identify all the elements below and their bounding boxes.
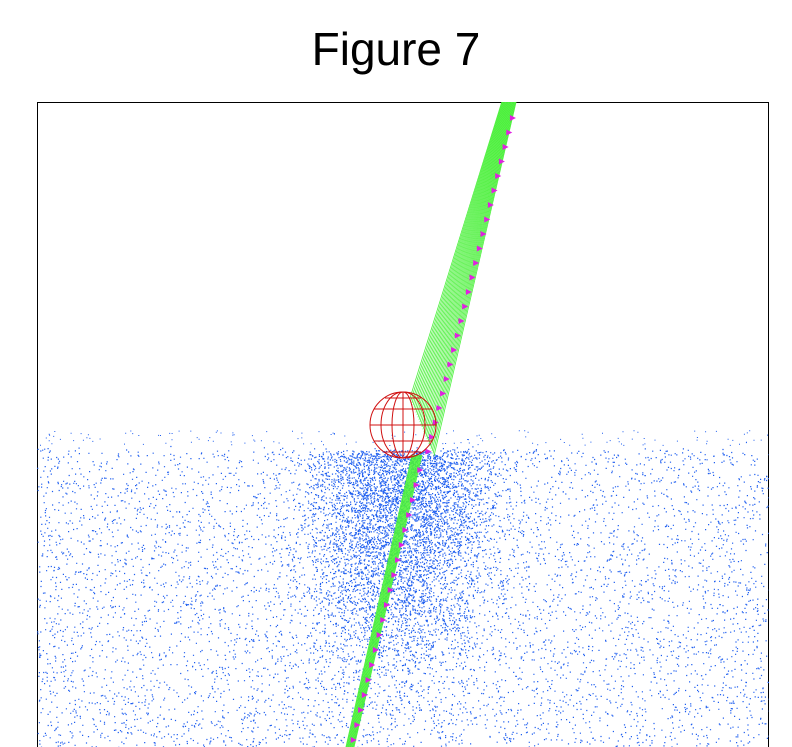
sphere (370, 392, 436, 458)
page: Figure 7 (() => { const data = JSON.pars… (0, 0, 792, 747)
simulation-view (0, 0, 792, 747)
